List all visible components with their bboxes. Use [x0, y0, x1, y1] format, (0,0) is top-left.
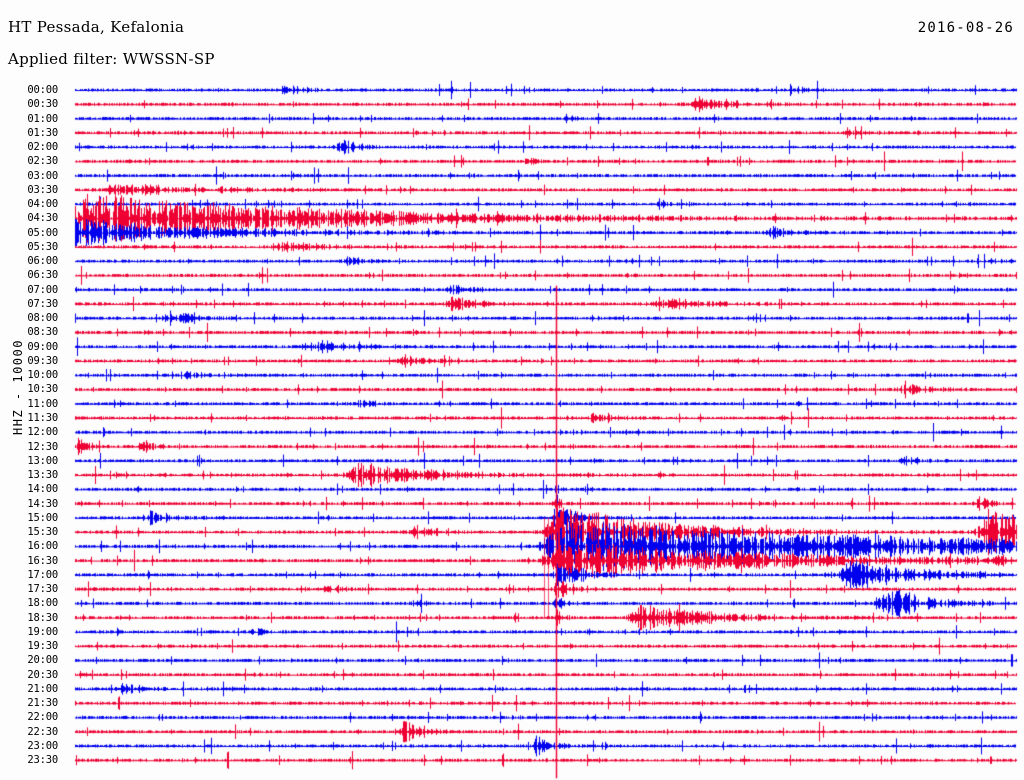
- time-tick-2300: 23:00: [27, 739, 58, 752]
- time-tick-1630: 16:30: [27, 554, 58, 567]
- date-label: 2016-08-26: [917, 20, 1014, 36]
- time-tick-0200: 02:00: [27, 141, 58, 154]
- time-tick-1130: 11:30: [27, 411, 58, 424]
- time-tick-1930: 19:30: [27, 640, 58, 653]
- time-tick-1400: 14:00: [27, 483, 58, 496]
- time-tick-0830: 08:30: [27, 326, 58, 339]
- time-tick-0900: 09:00: [27, 340, 58, 353]
- time-tick-0400: 04:00: [27, 198, 58, 211]
- time-tick-1800: 18:00: [27, 597, 58, 610]
- time-tick-1600: 16:00: [27, 540, 58, 553]
- applied-filter-label: Applied filter: WWSSN-SP: [8, 50, 215, 68]
- time-tick-0700: 07:00: [27, 283, 58, 296]
- time-tick-0730: 07:30: [27, 297, 58, 310]
- time-tick-1700: 17:00: [27, 568, 58, 581]
- time-tick-1300: 13:00: [27, 454, 58, 467]
- time-tick-0600: 06:00: [27, 255, 58, 268]
- time-tick-0430: 04:30: [27, 212, 58, 225]
- time-tick-2130: 21:30: [27, 697, 58, 710]
- time-tick-2100: 21:00: [27, 682, 58, 695]
- time-axis: 00:00 00:30 01:00 01:30 02:00 02:30 03:00 03:30…: [0, 80, 58, 780]
- station-title: HT Pessada, Kefalonia: [8, 18, 185, 36]
- time-tick-1830: 18:30: [27, 611, 58, 624]
- time-tick-0800: 08:00: [27, 312, 58, 325]
- time-tick-1900: 19:00: [27, 625, 58, 638]
- time-tick-2030: 20:30: [27, 668, 58, 681]
- time-tick-0530: 05:30: [27, 240, 58, 253]
- time-tick-1100: 11:00: [27, 397, 58, 410]
- helicorder-plot[interactable]: 00:00 00:30 01:00 01:30 02:00 02:30 03:00 03:30…: [0, 80, 1024, 780]
- time-tick-0500: 05:00: [27, 226, 58, 239]
- y-axis-label: HHZ - 10000: [11, 339, 25, 435]
- time-tick-0230: 02:30: [27, 155, 58, 168]
- time-tick-0930: 09:30: [27, 354, 58, 367]
- time-tick-2000: 20:00: [27, 654, 58, 667]
- time-tick-1030: 10:30: [27, 383, 58, 396]
- seismogram-canvas[interactable]: [0, 80, 1024, 780]
- time-tick-0100: 01:00: [27, 112, 58, 125]
- time-tick-1200: 12:00: [27, 426, 58, 439]
- time-tick-2200: 22:00: [27, 711, 58, 724]
- time-tick-1430: 14:30: [27, 497, 58, 510]
- time-tick-1500: 15:00: [27, 511, 58, 524]
- time-tick-2230: 22:30: [27, 725, 58, 738]
- time-tick-1000: 10:00: [27, 369, 58, 382]
- time-tick-1230: 12:30: [27, 440, 58, 453]
- time-tick-0000: 00:00: [27, 84, 58, 96]
- time-tick-0130: 01:30: [27, 126, 58, 139]
- time-tick-1530: 15:30: [27, 526, 58, 539]
- time-tick-2330: 23:30: [27, 754, 58, 767]
- time-tick-0330: 03:30: [27, 183, 58, 196]
- time-tick-0300: 03:00: [27, 169, 58, 182]
- time-tick-1330: 13:30: [27, 469, 58, 482]
- time-tick-1730: 17:30: [27, 583, 58, 596]
- time-tick-0030: 00:30: [27, 98, 58, 111]
- time-tick-0630: 06:30: [27, 269, 58, 282]
